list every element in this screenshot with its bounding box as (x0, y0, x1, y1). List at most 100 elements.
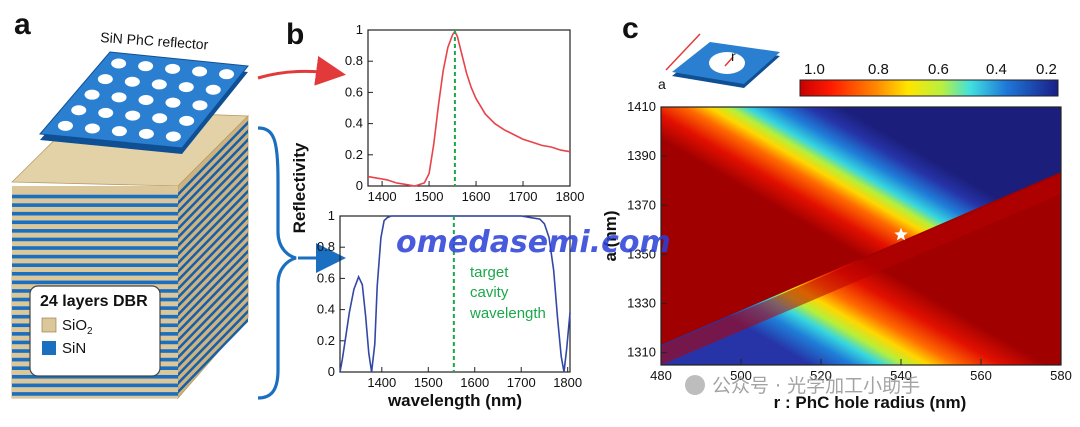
phc-hole (192, 100, 208, 111)
x-tick-label: 1800 (553, 375, 582, 390)
x-tick-label: 1700 (509, 189, 538, 204)
x-tick-label: 1400 (368, 189, 397, 204)
colorbar-tick-2: 0.8 (868, 61, 889, 78)
phc-hole (165, 97, 181, 108)
phc-hole (165, 63, 181, 74)
colorbar-tick-3: 0.6 (928, 61, 949, 78)
phc-hole (98, 107, 114, 118)
dbr-layer-side (178, 309, 248, 386)
dbr-layer-side (178, 129, 248, 205)
plot-reflector-frame (367, 29, 571, 187)
phc-hole (219, 69, 235, 80)
y-tick-label: 0.4 (345, 116, 363, 131)
phc-hole (84, 123, 100, 134)
dbr-layer-front (12, 220, 178, 225)
phc-hole (84, 89, 100, 100)
y-tick-label: 1 (356, 22, 363, 37)
dbr-layer-front (12, 229, 178, 233)
dbr-layers (12, 120, 248, 396)
dbr-layer-front (12, 263, 178, 267)
x-tick-label: 1600 (460, 375, 489, 390)
y-tick-label: 0.2 (317, 333, 335, 348)
legend-sin: SiN (62, 340, 86, 357)
series-line (367, 30, 571, 187)
x-tick-label: 540 (890, 368, 912, 383)
panel-letter-c: c (622, 12, 639, 45)
phc-hole (179, 115, 195, 126)
y-tick-label: 0.2 (345, 147, 363, 162)
colorbar-tick-1: 1.0 (804, 61, 825, 78)
dbr-legend: 24 layers DBR SiO2 SiN (29, 285, 161, 377)
dbr-layer-side (178, 146, 248, 223)
phc-hole (152, 113, 168, 124)
dbr-layer-side (178, 163, 248, 240)
dbr-layer-side (178, 266, 248, 343)
phc-hole (111, 92, 127, 103)
heatmap-ridge (661, 174, 1061, 365)
phc-hole (125, 110, 141, 121)
y-tick-label: 0 (328, 364, 335, 379)
x-tick-label: 1600 (462, 189, 491, 204)
arrow-phc-to-b (257, 55, 346, 86)
panel-letter-a: a (14, 8, 31, 41)
watermark-site: omedasemi.com (396, 225, 671, 260)
dbr-layer-side (178, 215, 248, 291)
dbr-brace (257, 126, 297, 400)
x-tick-label: 480 (650, 368, 672, 383)
phc-hole (205, 84, 221, 95)
legend-sio2: SiO2 (62, 317, 93, 337)
reflector-label: SiN PhC reflector (100, 29, 209, 53)
b-ylabel: Reflectivity (290, 142, 309, 233)
dbr-layer-side (178, 120, 248, 197)
dbr-layer-front (12, 392, 178, 396)
y-tick-label: 0.6 (317, 270, 335, 285)
dbr-layer-side (178, 318, 248, 394)
y-tick-label: 0 (356, 178, 363, 193)
dbr-layer-front (12, 194, 178, 199)
c-ylabel: a (nm) (601, 211, 620, 262)
dbr-layer-side (178, 232, 248, 308)
x-tick-label: 1500 (414, 375, 443, 390)
y-tick-label: 1330 (627, 296, 656, 311)
x-tick-label: 1500 (415, 189, 444, 204)
heatmap: 480 500 520 540 560 580 1310 1330 1350 1370 1390 14… (627, 99, 1072, 383)
phc-hole (138, 128, 154, 139)
colorbar: 1.0 0.8 0.6 0.4 0.2 (799, 61, 1059, 97)
phc-hole (192, 66, 208, 77)
y-tick-label: 1 (328, 208, 335, 223)
phc-hole (138, 95, 154, 105)
phc-hole (71, 105, 87, 116)
dbr-layer-side (178, 300, 248, 377)
dbr-layer-side (178, 258, 248, 334)
heatmap-frame (660, 106, 1062, 366)
y-tick-label: 0.6 (345, 84, 363, 99)
dbr-layer-side (178, 249, 248, 326)
dbr-layer-front (12, 280, 178, 285)
dbr-layer-side (178, 137, 248, 214)
heatmap-upper (661, 107, 1061, 345)
colorbar-tick-4: 0.4 (986, 61, 1007, 78)
target-label-2: cavity (470, 284, 509, 301)
dbr-layer-front (12, 211, 178, 216)
y-tick-label: 1370 (627, 197, 656, 212)
phc-holes (57, 58, 235, 142)
colorbar-tick-5: 0.2 (1036, 61, 1057, 78)
y-tick-label: 1390 (627, 148, 656, 163)
x-tick-label: 500 (730, 368, 752, 383)
unit-cell-inset: r a (658, 33, 780, 92)
y-tick-label: 0.8 (317, 239, 335, 254)
watermark-wechat: 公众号 · 光学加工小助手 (712, 375, 920, 397)
c-xlabel: r : PhC hole radius (nm) (774, 393, 967, 412)
heatmap-axes: 480 500 520 540 560 580 1310 1330 1350 1370 1390 14… (627, 99, 1072, 383)
period-marker (665, 33, 701, 71)
plot-reflector: 0 0.2 0.4 0.6 0.8 1 1400 1500 1600 1700 1800 (345, 22, 585, 204)
y-tick-label: 0.4 (317, 302, 335, 317)
inset-a-label: a (658, 76, 666, 92)
phc-hole (111, 58, 127, 69)
x-tick-label: 580 (1050, 368, 1072, 383)
dbr-legend-box (29, 285, 161, 377)
dbr-layer-side (178, 275, 248, 351)
phc-hole (165, 131, 181, 142)
phc-hole (111, 126, 127, 137)
